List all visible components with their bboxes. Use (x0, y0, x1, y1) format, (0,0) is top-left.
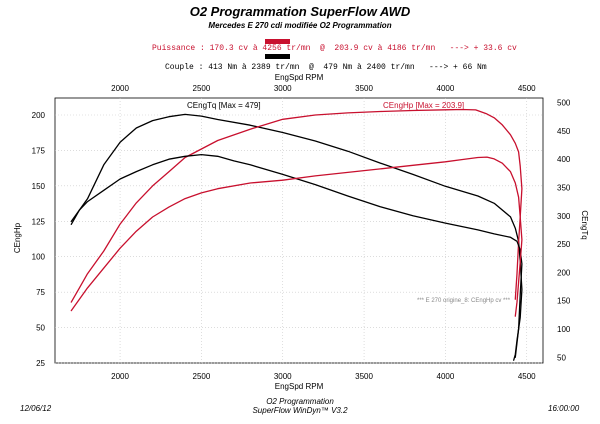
x-axis-label-top: EngSpd RPM (275, 73, 324, 82)
y-left-tick-label: 100 (32, 253, 46, 262)
torque-summary: Couple : 413 Nm à 2389 tr/mn @ 479 Nm à … (165, 63, 487, 72)
axis-ticks: 2000 2000 2500 2500 3000 3000 3500 3500 4000 4000… (32, 84, 571, 381)
series-line-2 (70, 108, 523, 303)
y-right-tick-label: 100 (557, 325, 571, 334)
y-right-tick-label: 150 (557, 297, 571, 306)
torque-legend-swatch (265, 54, 290, 59)
y-right-tick-label: 250 (557, 240, 571, 249)
plot-area (54, 97, 544, 364)
footer-time: 16:00:00 (548, 404, 580, 413)
y-left-tick-label: 125 (32, 217, 46, 226)
series-line-3 (70, 153, 523, 358)
stock-run-note: *** E 270 origine_8: CEngHp cv *** (417, 298, 511, 304)
power-max-annotation: CEngHp [Max = 203.9] (383, 101, 464, 110)
x-tick-label-bottom: 4500 (518, 372, 536, 381)
power-summary: Puissance : 170.3 cv à 4256 tr/mn @ 203.… (152, 44, 517, 53)
y-right-tick-label: 300 (557, 212, 571, 221)
x-tick-label-top: 3000 (274, 84, 292, 93)
x-tick-label-top: 2000 (111, 84, 129, 93)
x-tick-label-bottom: 3500 (355, 372, 373, 381)
chart-title: O2 Programmation SuperFlow AWD (189, 4, 411, 19)
x-tick-label-top: 2500 (193, 84, 211, 93)
x-tick-label-top: 4000 (437, 84, 455, 93)
x-tick-label-top: 4500 (518, 84, 536, 93)
series-group (70, 108, 523, 361)
y-left-tick-label: 25 (36, 359, 45, 368)
x-tick-label-top: 3500 (355, 84, 373, 93)
y-right-tick-label: 500 (557, 99, 571, 108)
x-axis-label-bottom: EngSpd RPM (275, 382, 324, 391)
y-right-tick-label: 50 (557, 353, 566, 362)
x-tick-label-bottom: 2000 (111, 372, 129, 381)
y-right-tick-label: 400 (557, 155, 571, 164)
footer-date: 12/06/12 (20, 404, 52, 413)
y-axis-label-left: CEngHp (13, 222, 22, 253)
x-tick-label-bottom: 3000 (274, 372, 292, 381)
y-right-tick-label: 200 (557, 268, 571, 277)
series-line-4 (70, 156, 523, 317)
x-tick-label-bottom: 4000 (437, 372, 455, 381)
footer-brand: O2 Programmation (266, 397, 334, 406)
y-left-tick-label: 200 (32, 111, 46, 120)
y-left-tick-label: 75 (36, 288, 45, 297)
footer-software: SuperFlow WinDyn™ V3.2 (252, 406, 348, 415)
y-left-tick-label: 175 (32, 146, 46, 155)
torque-max-annotation: CEngTq [Max = 479] (187, 101, 261, 110)
grid (55, 98, 543, 364)
y-right-tick-label: 350 (557, 183, 571, 192)
y-left-tick-label: 150 (32, 182, 46, 191)
chart-subtitle: Mercedes E 270 cdi modifiée O2 Programma… (208, 21, 392, 30)
y-axis-label-right: CEngTq (580, 210, 589, 239)
y-right-tick-label: 450 (557, 127, 571, 136)
x-tick-label-bottom: 2500 (193, 372, 211, 381)
power-legend-swatch (265, 39, 290, 44)
y-left-tick-label: 50 (36, 324, 45, 333)
